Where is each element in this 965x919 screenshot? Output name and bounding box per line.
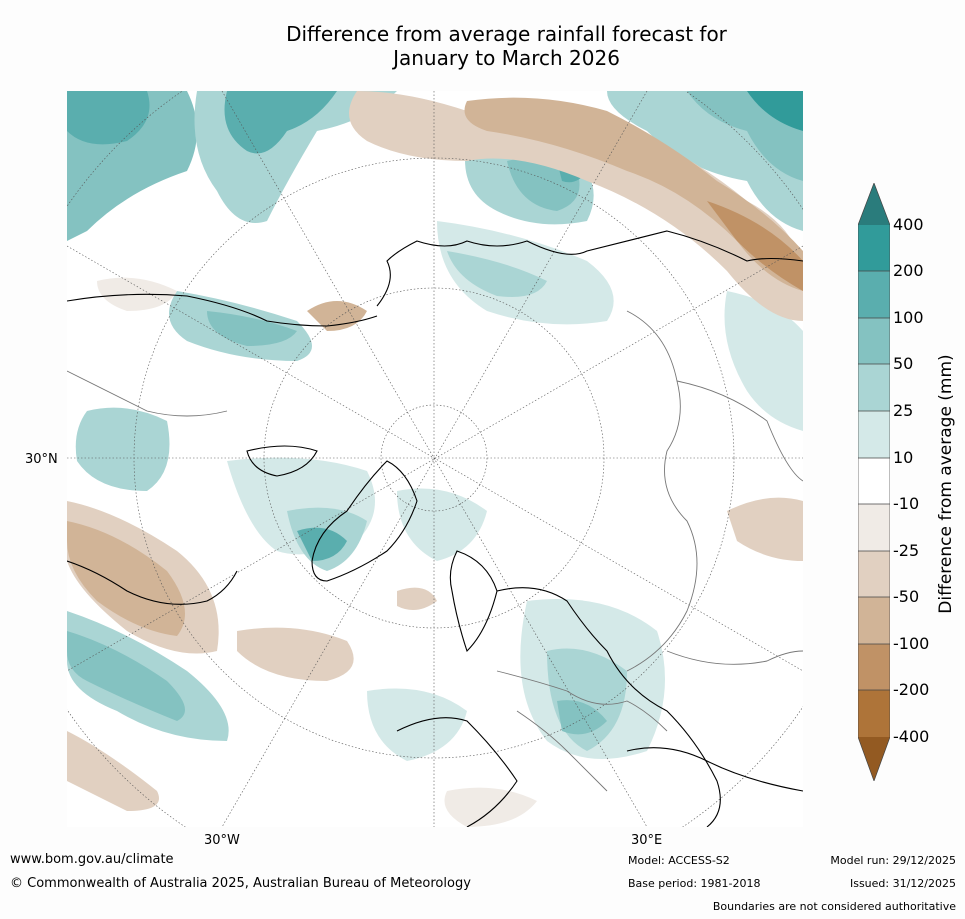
colorbar-band	[858, 504, 890, 551]
colorbar-tick: 200	[893, 261, 924, 280]
lon-label-30e: 30°E	[631, 833, 663, 848]
copyright-text: © Commonwealth of Australia 2025, Austra…	[10, 876, 471, 891]
dry-anomaly-regions	[67, 91, 803, 827]
country-borders	[67, 310, 803, 792]
map-canvas	[67, 91, 803, 827]
colorbar-tick: 10	[893, 448, 914, 467]
colorbar-band	[858, 225, 890, 271]
title-line-2: January to March 2026	[393, 46, 620, 70]
colorbar-tick: -400	[893, 727, 930, 746]
colorbar-band	[858, 411, 890, 458]
colorbar-tick: 25	[893, 401, 914, 420]
colorbar-band	[858, 597, 890, 644]
colorbar-band	[858, 644, 890, 690]
lat-label-30n: 30°N	[25, 452, 58, 467]
colorbar-tick: 50	[893, 354, 914, 373]
colorbar-tick: -100	[893, 634, 930, 653]
coastlines	[67, 230, 803, 827]
colorbar-tick: -25	[893, 541, 920, 560]
colorbar-extend-max	[858, 183, 890, 225]
lon-label-30w: 30°W	[204, 833, 240, 848]
colorbar-band	[858, 364, 890, 411]
colorbar-band	[858, 690, 890, 737]
colorbar-tick: -200	[893, 680, 930, 699]
colorbar-band	[858, 318, 890, 364]
colorbar	[858, 183, 890, 781]
colorbar-extend-min	[858, 737, 890, 781]
title-line-1: Difference from average rainfall forecas…	[286, 22, 727, 46]
colorbar-tick: -50	[893, 587, 920, 606]
colorbar-tick: -10	[893, 494, 920, 513]
colorbar-band	[858, 271, 890, 318]
colorbar-tick: 100	[893, 308, 924, 327]
graticule	[67, 91, 803, 827]
website-link[interactable]: www.bom.gov.au/climate	[10, 852, 174, 867]
colorbar-tick: 400	[893, 215, 924, 234]
model-run-date: Model run: 29/12/2025	[830, 854, 956, 867]
issued-date: Issued: 31/12/2025	[849, 877, 956, 890]
colorbar-band	[858, 551, 890, 597]
colorbar-band	[858, 458, 890, 504]
chart-title: Difference from average rainfall forecas…	[0, 22, 965, 70]
rainfall-map	[67, 91, 803, 827]
base-period: Base period: 1981-2018	[628, 877, 761, 890]
colorbar-title: Difference from average (mm)	[936, 354, 956, 614]
boundaries-disclaimer: Boundaries are not considered authoritat…	[712, 900, 956, 913]
model-name: Model: ACCESS-S2	[628, 854, 730, 867]
